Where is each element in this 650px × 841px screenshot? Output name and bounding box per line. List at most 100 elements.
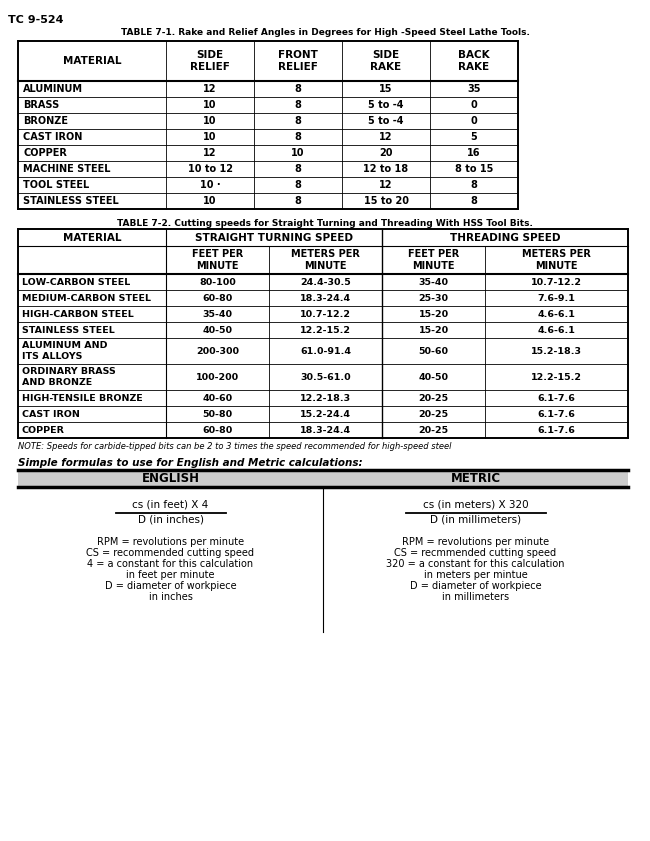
Text: 8 to 15: 8 to 15 xyxy=(455,164,493,174)
Text: 10: 10 xyxy=(203,100,216,110)
Text: Simple formulas to use for English and Metric calculations:: Simple formulas to use for English and M… xyxy=(18,458,363,468)
Text: COPPER: COPPER xyxy=(22,426,65,435)
Text: 35-40: 35-40 xyxy=(203,309,233,319)
Text: 12.2-15.2: 12.2-15.2 xyxy=(531,373,582,382)
Text: in millimeters: in millimeters xyxy=(442,592,509,602)
Text: 10 to 12: 10 to 12 xyxy=(187,164,233,174)
Text: 12 to 18: 12 to 18 xyxy=(363,164,409,174)
Text: THREADING SPEED: THREADING SPEED xyxy=(450,232,560,242)
Text: 50-80: 50-80 xyxy=(202,410,233,419)
Text: 61.0-91.4: 61.0-91.4 xyxy=(300,346,351,356)
Text: NOTE: Speeds for carbide-tipped bits can be 2 to 3 times the speed recommended f: NOTE: Speeds for carbide-tipped bits can… xyxy=(18,442,452,451)
Text: 8: 8 xyxy=(471,196,478,206)
Bar xyxy=(18,41,518,209)
Text: 8: 8 xyxy=(294,116,302,126)
Text: 40-50: 40-50 xyxy=(419,373,448,382)
Text: 8: 8 xyxy=(471,180,478,190)
Text: TOOL STEEL: TOOL STEEL xyxy=(23,180,89,190)
Text: FRONT
RELIEF: FRONT RELIEF xyxy=(278,50,318,71)
Text: 10 ·: 10 · xyxy=(200,180,220,190)
Text: 50-60: 50-60 xyxy=(419,346,448,356)
Text: HIGH-CARBON STEEL: HIGH-CARBON STEEL xyxy=(22,309,134,319)
Text: ORDINARY BRASS
AND BRONZE: ORDINARY BRASS AND BRONZE xyxy=(22,368,116,387)
Text: 4 = a constant for this calculation: 4 = a constant for this calculation xyxy=(88,559,254,569)
Text: 6.1-7.6: 6.1-7.6 xyxy=(538,426,575,435)
Text: 60-80: 60-80 xyxy=(202,294,233,303)
Text: ALUMINUM AND
ITS ALLOYS: ALUMINUM AND ITS ALLOYS xyxy=(22,341,107,361)
Text: cs (in feet) X 4: cs (in feet) X 4 xyxy=(133,499,209,509)
Bar xyxy=(18,229,628,438)
Text: 8: 8 xyxy=(294,84,302,94)
Text: 10.7-12.2: 10.7-12.2 xyxy=(531,278,582,287)
Text: 20-25: 20-25 xyxy=(419,410,448,419)
Text: 100-200: 100-200 xyxy=(196,373,239,382)
Text: BACK
RAKE: BACK RAKE xyxy=(458,50,490,71)
Text: 20-25: 20-25 xyxy=(419,394,448,403)
Text: 20: 20 xyxy=(379,148,393,158)
Text: COPPER: COPPER xyxy=(23,148,67,158)
Text: in meters per mintue: in meters per mintue xyxy=(424,570,527,580)
Text: 10.7-12.2: 10.7-12.2 xyxy=(300,309,351,319)
Text: 5 to -4: 5 to -4 xyxy=(369,116,404,126)
Text: CS = recommended cutting speed: CS = recommended cutting speed xyxy=(86,548,255,558)
Text: FEET PER
MINUTE: FEET PER MINUTE xyxy=(408,249,459,271)
Text: 8: 8 xyxy=(294,196,302,206)
Text: 8: 8 xyxy=(294,180,302,190)
Text: METERS PER
MINUTE: METERS PER MINUTE xyxy=(291,249,360,271)
Text: 60-80: 60-80 xyxy=(202,426,233,435)
Text: 35: 35 xyxy=(467,84,481,94)
Text: MATERIAL: MATERIAL xyxy=(63,56,122,66)
Text: FEET PER
MINUTE: FEET PER MINUTE xyxy=(192,249,243,271)
Text: 12.2-15.2: 12.2-15.2 xyxy=(300,325,351,335)
Text: D (in millimeters): D (in millimeters) xyxy=(430,515,521,525)
Text: 35-40: 35-40 xyxy=(419,278,448,287)
Text: 5 to -4: 5 to -4 xyxy=(369,100,404,110)
Text: METRIC: METRIC xyxy=(450,472,501,485)
Text: METERS PER
MINUTE: METERS PER MINUTE xyxy=(522,249,591,271)
Text: SIDE
RELIEF: SIDE RELIEF xyxy=(190,50,230,71)
Text: D (in inches): D (in inches) xyxy=(138,515,203,525)
Text: 4.6-6.1: 4.6-6.1 xyxy=(538,325,575,335)
Text: 16: 16 xyxy=(467,148,481,158)
Text: 320 = a constant for this calculation: 320 = a constant for this calculation xyxy=(386,559,565,569)
Text: 20-25: 20-25 xyxy=(419,426,448,435)
Text: 15.2-24.4: 15.2-24.4 xyxy=(300,410,351,419)
Bar xyxy=(18,470,628,487)
Text: 10: 10 xyxy=(203,132,216,142)
Text: TC 9-524: TC 9-524 xyxy=(8,15,64,25)
Text: cs (in meters) X 320: cs (in meters) X 320 xyxy=(422,499,528,509)
Text: 18.3-24.4: 18.3-24.4 xyxy=(300,426,351,435)
Text: LOW-CARBON STEEL: LOW-CARBON STEEL xyxy=(22,278,130,287)
Text: BRASS: BRASS xyxy=(23,100,59,110)
Text: MATERIAL: MATERIAL xyxy=(63,232,122,242)
Text: SIDE
RAKE: SIDE RAKE xyxy=(370,50,402,71)
Text: RPM = revolutions per minute: RPM = revolutions per minute xyxy=(402,537,549,547)
Text: 12: 12 xyxy=(203,148,216,158)
Text: 40-60: 40-60 xyxy=(202,394,233,403)
Text: 12: 12 xyxy=(379,132,393,142)
Text: 6.1-7.6: 6.1-7.6 xyxy=(538,410,575,419)
Text: 4.6-6.1: 4.6-6.1 xyxy=(538,309,575,319)
Text: 8: 8 xyxy=(294,132,302,142)
Text: CS = recmmended cutting speed: CS = recmmended cutting speed xyxy=(395,548,556,558)
Text: 12.2-18.3: 12.2-18.3 xyxy=(300,394,351,403)
Text: 80-100: 80-100 xyxy=(199,278,236,287)
Text: 12: 12 xyxy=(203,84,216,94)
Text: STAINLESS STEEL: STAINLESS STEEL xyxy=(23,196,119,206)
Text: 5: 5 xyxy=(471,132,477,142)
Text: 15: 15 xyxy=(379,84,393,94)
Text: 24.4-30.5: 24.4-30.5 xyxy=(300,278,351,287)
Text: CAST IRON: CAST IRON xyxy=(23,132,83,142)
Text: in inches: in inches xyxy=(149,592,192,602)
Text: ALUMINUM: ALUMINUM xyxy=(23,84,83,94)
Text: 0: 0 xyxy=(471,100,477,110)
Text: 15-20: 15-20 xyxy=(419,325,448,335)
Text: in feet per minute: in feet per minute xyxy=(126,570,214,580)
Text: ENGLISH: ENGLISH xyxy=(142,472,200,485)
Text: BRONZE: BRONZE xyxy=(23,116,68,126)
Text: 15 to 20: 15 to 20 xyxy=(363,196,408,206)
Text: HIGH-TENSILE BRONZE: HIGH-TENSILE BRONZE xyxy=(22,394,143,403)
Text: 6.1-7.6: 6.1-7.6 xyxy=(538,394,575,403)
Text: STAINLESS STEEL: STAINLESS STEEL xyxy=(22,325,115,335)
Text: 10: 10 xyxy=(203,196,216,206)
